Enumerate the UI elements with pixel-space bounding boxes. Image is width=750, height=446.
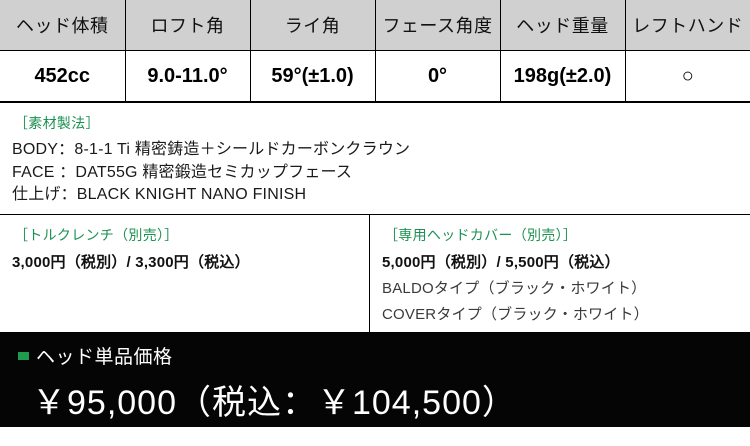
head-cover-heading: ［専用ヘッドカバー（別売）］ (384, 227, 578, 243)
square-bullet-icon (18, 351, 29, 360)
spec-header-left-hand: レフトハンド (624, 0, 750, 51)
spec-header-head-volume: ヘッド体積 (0, 0, 126, 51)
spec-header-face-angle: フェース角度 (374, 0, 501, 51)
accessories-section: ［トルクレンチ（別売）］ 3,000円（税別）/ 3,300円（税込） ［専用ヘ… (0, 215, 750, 333)
spec-value-face-angle: 0° (374, 50, 501, 102)
spec-header-lie-angle: ライ角 (249, 0, 376, 51)
spec-header-head-weight: ヘッド重量 (499, 0, 626, 51)
spec-header-row: ヘッド体積 ロフト角 ライ角 フェース角度 ヘッド重量 レフトハンド (0, 0, 750, 51)
material-line-face: FACE ：DAT55G 精密鍛造セミカップフェース (12, 163, 353, 181)
head-price-label-row: ヘッド単品価格 (18, 342, 750, 369)
head-cover-option-cover: COVERタイプ（ブラック・ホワイト） (382, 306, 649, 323)
torque-wrench-price: 3,000円（税別）/ 3,300円（税込） (12, 254, 250, 271)
spec-header-loft-angle: ロフト角 (124, 0, 251, 51)
torque-wrench-block: ［トルクレンチ（別売）］ 3,000円（税別）/ 3,300円（税込） (0, 215, 370, 332)
head-cover-block: ［専用ヘッドカバー（別売）］ 5,000円（税別）/ 5,500円（税込） BA… (370, 215, 750, 332)
spec-value-loft-angle: 9.0-11.0° (124, 50, 251, 102)
spec-value-left-hand-circle-icon: ○ (624, 50, 750, 102)
head-cover-price: 5,000円（税別）/ 5,500円（税込） (382, 254, 620, 271)
spec-table-body: 452cc 9.0-11.0° 59°(±1.0) 0° 198g(±2.0) … (0, 50, 750, 102)
material-section-heading: ［素材製法］ (14, 115, 100, 131)
material-line-finish: 仕上げ：BLACK KNIGHT NANO FINISH (12, 186, 307, 204)
head-price-label: ヘッド単品価格 (36, 347, 173, 368)
head-cover-option-baldo: BALDOタイプ（ブラック・ホワイト） (382, 280, 647, 297)
torque-wrench-heading: ［トルクレンチ（別売）］ (14, 227, 179, 243)
spec-value-row: 452cc 9.0-11.0° 59°(±1.0) 0° 198g(±2.0) … (0, 50, 750, 102)
material-line-body: BODY：8-1-1 Ti 精密鋳造＋シールドカーボンクラウン (12, 141, 411, 158)
head-price-banner: ヘッド単品価格 ￥95,000（税込：￥104,500） (0, 333, 750, 427)
specification-table: ヘッド体積 ロフト角 ライ角 フェース角度 ヘッド重量 レフトハンド 452cc… (0, 0, 750, 102)
spec-value-head-volume: 452cc (0, 50, 126, 102)
material-method-section: ［素材製法］ BODY：8-1-1 Ti 精密鋳造＋シールドカーボンクラウン F… (0, 102, 750, 215)
spec-value-head-weight: 198g(±2.0) (499, 50, 626, 102)
spec-value-lie-angle: 59°(±1.0) (249, 50, 376, 102)
head-price-value: ￥95,000（税込：￥104,500） (32, 384, 517, 422)
spec-table-head: ヘッド体積 ロフト角 ライ角 フェース角度 ヘッド重量 レフトハンド (0, 0, 750, 51)
